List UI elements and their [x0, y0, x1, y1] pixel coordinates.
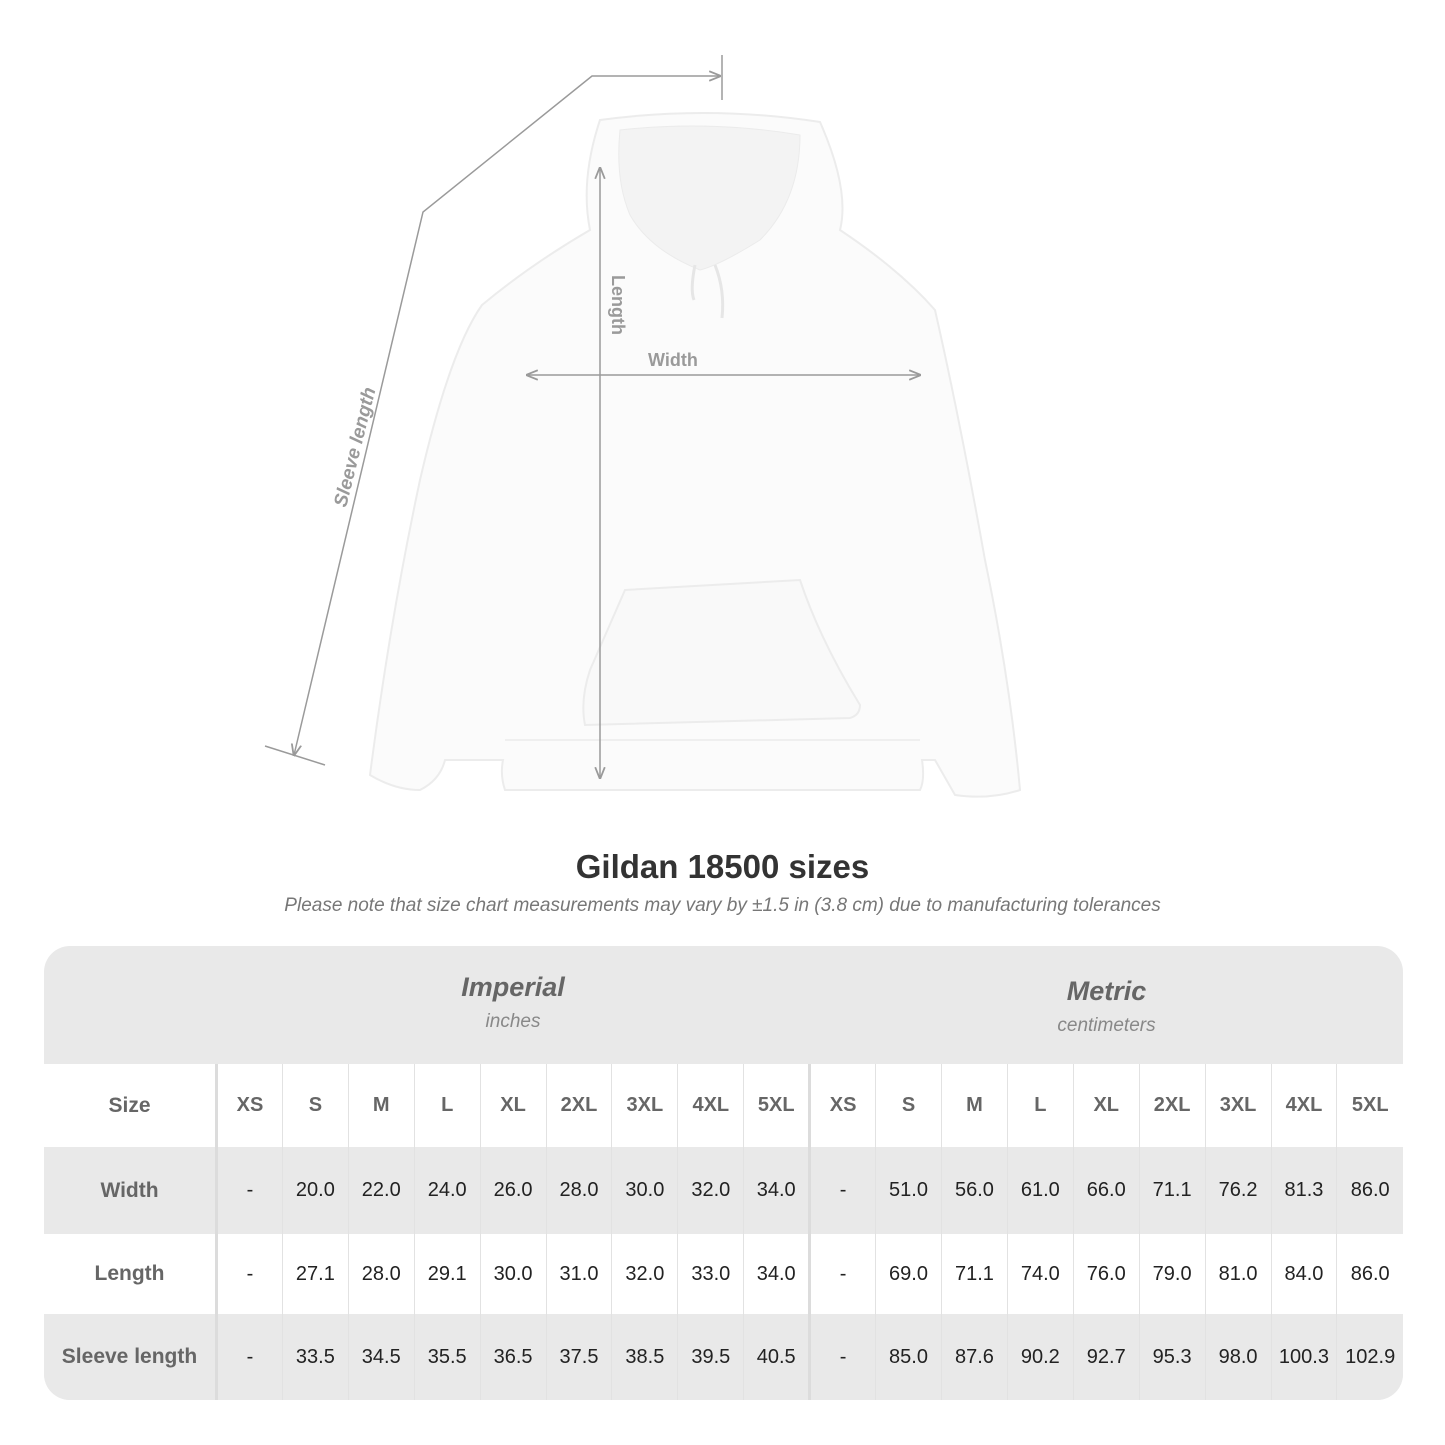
- imperial-value: 34.5: [347, 1314, 415, 1400]
- hoodie-illustration: Length Width Sleeve length: [264, 55, 1022, 798]
- metric-size-S: S: [875, 1064, 942, 1147]
- sleeve-length-label: Sleeve length: [330, 385, 380, 509]
- imperial-value: -: [216, 1314, 283, 1400]
- row-label: Length: [44, 1234, 218, 1314]
- imperial-value: 20.0: [281, 1147, 349, 1234]
- size-chart: Imperial inches Metric centimeters Size X…: [44, 946, 1403, 1400]
- metric-value: 81.3: [1270, 1147, 1337, 1234]
- metric-size-3XL: 3XL: [1204, 1064, 1271, 1147]
- imperial-header: Imperial inches: [215, 946, 811, 1064]
- imperial-value: 32.0: [677, 1147, 744, 1234]
- page-title: Gildan 18500 sizes: [575, 848, 870, 885]
- row-label: Width: [44, 1147, 218, 1234]
- imperial-value: 27.1: [281, 1234, 349, 1314]
- imperial-value: 31.0: [545, 1234, 612, 1314]
- imperial-value: 29.1: [413, 1234, 481, 1314]
- metric-value: 51.0: [875, 1147, 942, 1234]
- metric-title: Metric: [1066, 976, 1147, 1006]
- metric-value: 71.1: [1138, 1147, 1206, 1234]
- metric-value: 87.6: [940, 1314, 1008, 1400]
- metric-value: 71.1: [940, 1234, 1008, 1314]
- metric-value: 86.0: [1336, 1147, 1403, 1234]
- imperial-value: 39.5: [677, 1314, 744, 1400]
- metric-value: -: [808, 1314, 876, 1400]
- imperial-size-4XL: 4XL: [677, 1064, 744, 1147]
- size-header-row: Size XS S M L XL 2XL 3XL 4XL 5XL XS S M L XL 2XL 3XL 4XL 5…: [44, 1064, 1403, 1147]
- imperial-value: 30.0: [479, 1234, 547, 1314]
- width-label: Width: [648, 350, 698, 370]
- metric-value: 66.0: [1072, 1147, 1140, 1234]
- metric-size-M: M: [940, 1064, 1008, 1147]
- metric-value: 85.0: [875, 1314, 942, 1400]
- imperial-value: 28.0: [545, 1147, 612, 1234]
- imperial-value: 34.0: [743, 1234, 810, 1314]
- table-row: Sleeve length -33.5 34.5 35.5 36.5 37.5 38.5 39…: [44, 1314, 1403, 1400]
- imperial-value: 33.5: [281, 1314, 349, 1400]
- measure-lines: [264, 55, 920, 778]
- metric-size-4XL: 4XL: [1270, 1064, 1337, 1147]
- table-row: Width -20.0 22.0 24.0 26.0 28.0 30.0 32.0 34.0-5…: [44, 1147, 1403, 1234]
- metric-value: 90.2: [1006, 1314, 1074, 1400]
- metric-value: 79.0: [1138, 1234, 1206, 1314]
- metric-value: 92.7: [1072, 1314, 1140, 1400]
- metric-value: -: [808, 1147, 876, 1234]
- metric-value: 86.0: [1336, 1234, 1403, 1314]
- imperial-size-XS: XS: [216, 1064, 283, 1147]
- hoodie-shape: [368, 111, 1022, 798]
- metric-value: 84.0: [1270, 1234, 1337, 1314]
- metric-size-2XL: 2XL: [1138, 1064, 1206, 1147]
- metric-value: 98.0: [1204, 1314, 1271, 1400]
- imperial-size-S: S: [281, 1064, 349, 1147]
- metric-value: -: [808, 1234, 876, 1314]
- imperial-value: 26.0: [479, 1147, 547, 1234]
- row-label: Sleeve length: [44, 1314, 218, 1400]
- imperial-title: Imperial: [461, 972, 565, 1002]
- metric-value: 100.3: [1270, 1314, 1337, 1400]
- metric-value: 69.0: [875, 1234, 942, 1314]
- imperial-value: -: [216, 1234, 283, 1314]
- imperial-value: 32.0: [611, 1234, 678, 1314]
- imperial-value: -: [216, 1147, 283, 1234]
- metric-size-XS: XS: [808, 1064, 876, 1147]
- metric-value: 81.0: [1204, 1234, 1271, 1314]
- imperial-size-M: M: [347, 1064, 415, 1147]
- metric-size-L: L: [1006, 1064, 1074, 1147]
- metric-value: 95.3: [1138, 1314, 1206, 1400]
- metric-value: 61.0: [1006, 1147, 1074, 1234]
- metric-header: Metric centimeters: [810, 946, 1403, 1064]
- length-label: Length: [608, 275, 628, 335]
- imperial-unit: inches: [485, 1011, 541, 1032]
- imperial-size-XL: XL: [479, 1064, 547, 1147]
- imperial-value: 24.0: [413, 1147, 481, 1234]
- imperial-value: 28.0: [347, 1234, 415, 1314]
- imperial-value: 33.0: [677, 1234, 744, 1314]
- table-row: Length -27.1 28.0 29.1 30.0 31.0 32.0 33.0 34.0-…: [44, 1234, 1403, 1314]
- metric-size-5XL: 5XL: [1336, 1064, 1403, 1147]
- metric-value: 56.0: [940, 1147, 1008, 1234]
- size-label: Size: [44, 1064, 218, 1147]
- imperial-value: 30.0: [611, 1147, 678, 1234]
- imperial-size-5XL: 5XL: [743, 1064, 810, 1147]
- size-table: Size XS S M L XL 2XL 3XL 4XL 5XL XS S M L XL 2XL 3XL 4XL 5…: [44, 1064, 1403, 1400]
- metric-size-XL: XL: [1072, 1064, 1140, 1147]
- metric-value: 76.2: [1204, 1147, 1271, 1234]
- imperial-size-2XL: 2XL: [545, 1064, 612, 1147]
- imperial-value: 34.0: [743, 1147, 810, 1234]
- metric-value: 102.9: [1336, 1314, 1403, 1400]
- imperial-value: 35.5: [413, 1314, 481, 1400]
- metric-unit: centimeters: [1057, 1015, 1156, 1036]
- imperial-size-3XL: 3XL: [611, 1064, 678, 1147]
- imperial-size-L: L: [413, 1064, 481, 1147]
- metric-value: 76.0: [1072, 1234, 1140, 1314]
- imperial-value: 40.5: [743, 1314, 810, 1400]
- imperial-value: 38.5: [611, 1314, 678, 1400]
- tolerance-note: Please note that size chart measurements…: [284, 895, 1161, 916]
- imperial-value: 37.5: [545, 1314, 612, 1400]
- metric-value: 74.0: [1006, 1234, 1074, 1314]
- imperial-value: 36.5: [479, 1314, 547, 1400]
- imperial-value: 22.0: [347, 1147, 415, 1234]
